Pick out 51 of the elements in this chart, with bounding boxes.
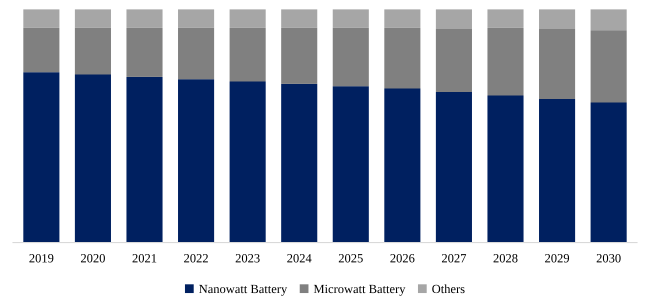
legend-label: Nanowatt Battery (199, 284, 288, 296)
bar (230, 28, 266, 82)
x-tick-label: 2019 (29, 254, 54, 262)
bar (384, 88, 420, 243)
bar (281, 28, 318, 84)
x-tick-label: 2022 (184, 254, 208, 262)
x-tick-label: 2023 (236, 254, 260, 262)
legend-label: Microwatt Battery (314, 284, 406, 296)
bar (436, 9, 472, 30)
bar (539, 9, 576, 30)
x-tick-label: 2024 (287, 254, 312, 262)
bar (230, 82, 266, 243)
bar (230, 9, 266, 28)
bar (178, 9, 214, 28)
bar (281, 9, 318, 28)
bar (384, 9, 420, 28)
bar (487, 28, 524, 96)
bar (332, 9, 369, 28)
bar (487, 9, 524, 28)
bar (539, 99, 576, 243)
bar (74, 28, 111, 75)
bar (436, 29, 472, 92)
bar (281, 84, 318, 243)
bar (590, 30, 627, 103)
bar (74, 9, 111, 28)
bar (332, 28, 369, 86)
x-tick-label: 2029 (545, 254, 570, 262)
x-tick-label: 2025 (338, 254, 363, 262)
bar (436, 92, 472, 243)
bar (23, 9, 60, 28)
bar (126, 76, 163, 243)
bar (590, 9, 627, 30)
bar (539, 29, 576, 100)
bar (487, 96, 524, 243)
x-tick-label: 2027 (442, 254, 466, 262)
x-tick-label: 2030 (596, 254, 621, 262)
bar (384, 28, 420, 89)
bar (23, 28, 60, 72)
bar (590, 102, 627, 243)
x-tick-label: 2020 (80, 254, 105, 262)
bar (178, 28, 214, 80)
bar (332, 86, 369, 243)
x-tick-label: 2021 (132, 254, 156, 262)
bar (126, 28, 163, 77)
bar (74, 74, 111, 243)
bar (126, 9, 163, 28)
x-tick-label: 2028 (494, 254, 518, 262)
bar (23, 72, 60, 243)
x-tick-label: 2026 (390, 254, 414, 262)
legend-label: Others (432, 284, 465, 294)
bar (178, 79, 214, 243)
